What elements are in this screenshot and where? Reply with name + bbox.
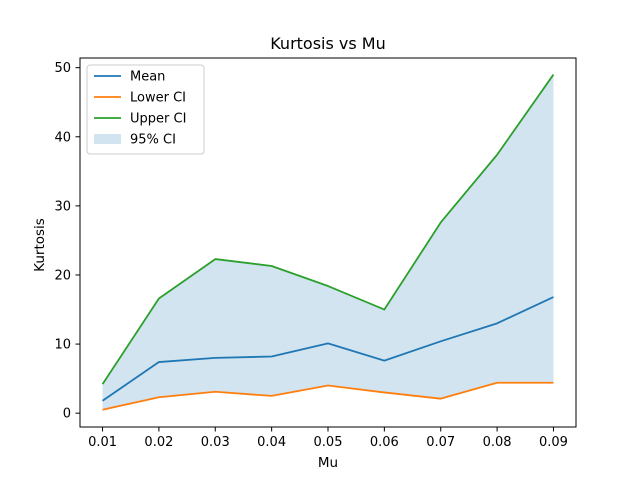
x-tick-label: 0.08 (483, 435, 512, 450)
y-tick-label: 10 (54, 338, 71, 353)
x-tick-label: 0.02 (144, 435, 173, 450)
legend-label-lower-ci: Lower CI (130, 91, 186, 106)
y-tick-label: 20 (54, 268, 71, 283)
x-tick-label: 0.06 (370, 435, 399, 450)
legend-box (86, 64, 205, 155)
x-tick-label: 0.01 (88, 435, 117, 450)
legend: Mean Lower CI Upper CI 95% CI (86, 64, 205, 155)
x-tick-label: 0.07 (426, 435, 455, 450)
y-tick-label: 50 (54, 61, 71, 76)
y-tick-label: 40 (54, 130, 71, 145)
legend-label-mean: Mean (130, 70, 165, 85)
series-line-lower-ci (102, 381, 554, 411)
legend-swatch-95-ci (94, 134, 121, 144)
legend-label-upper-ci: Upper CI (130, 112, 186, 127)
series-line-mean (102, 296, 554, 402)
y-tick-label: 30 (54, 199, 71, 214)
x-tick-label: 0.05 (314, 435, 343, 450)
axes-layer: 0.01 0.02 0.03 0.04 0.05 0.06 0.07 0.08 0.09 0 10 2… (54, 57, 577, 450)
chart-title: Kurtosis vs Mu (270, 34, 386, 53)
legend-label-95-ci: 95% CI (130, 133, 176, 148)
x-tick-label: 0.03 (201, 435, 230, 450)
x-axis-label: Mu (318, 455, 338, 471)
series-layer (101, 74, 555, 411)
x-tick-label: 0.09 (539, 435, 568, 450)
series-line-upper-ci (101, 74, 555, 385)
ci-band-area (102, 74, 554, 410)
x-tick-label: 0.04 (257, 435, 286, 450)
ci-band-layer (102, 74, 554, 410)
y-axis-label: Kurtosis (32, 218, 48, 272)
y-tick-label: 0 (63, 407, 71, 422)
